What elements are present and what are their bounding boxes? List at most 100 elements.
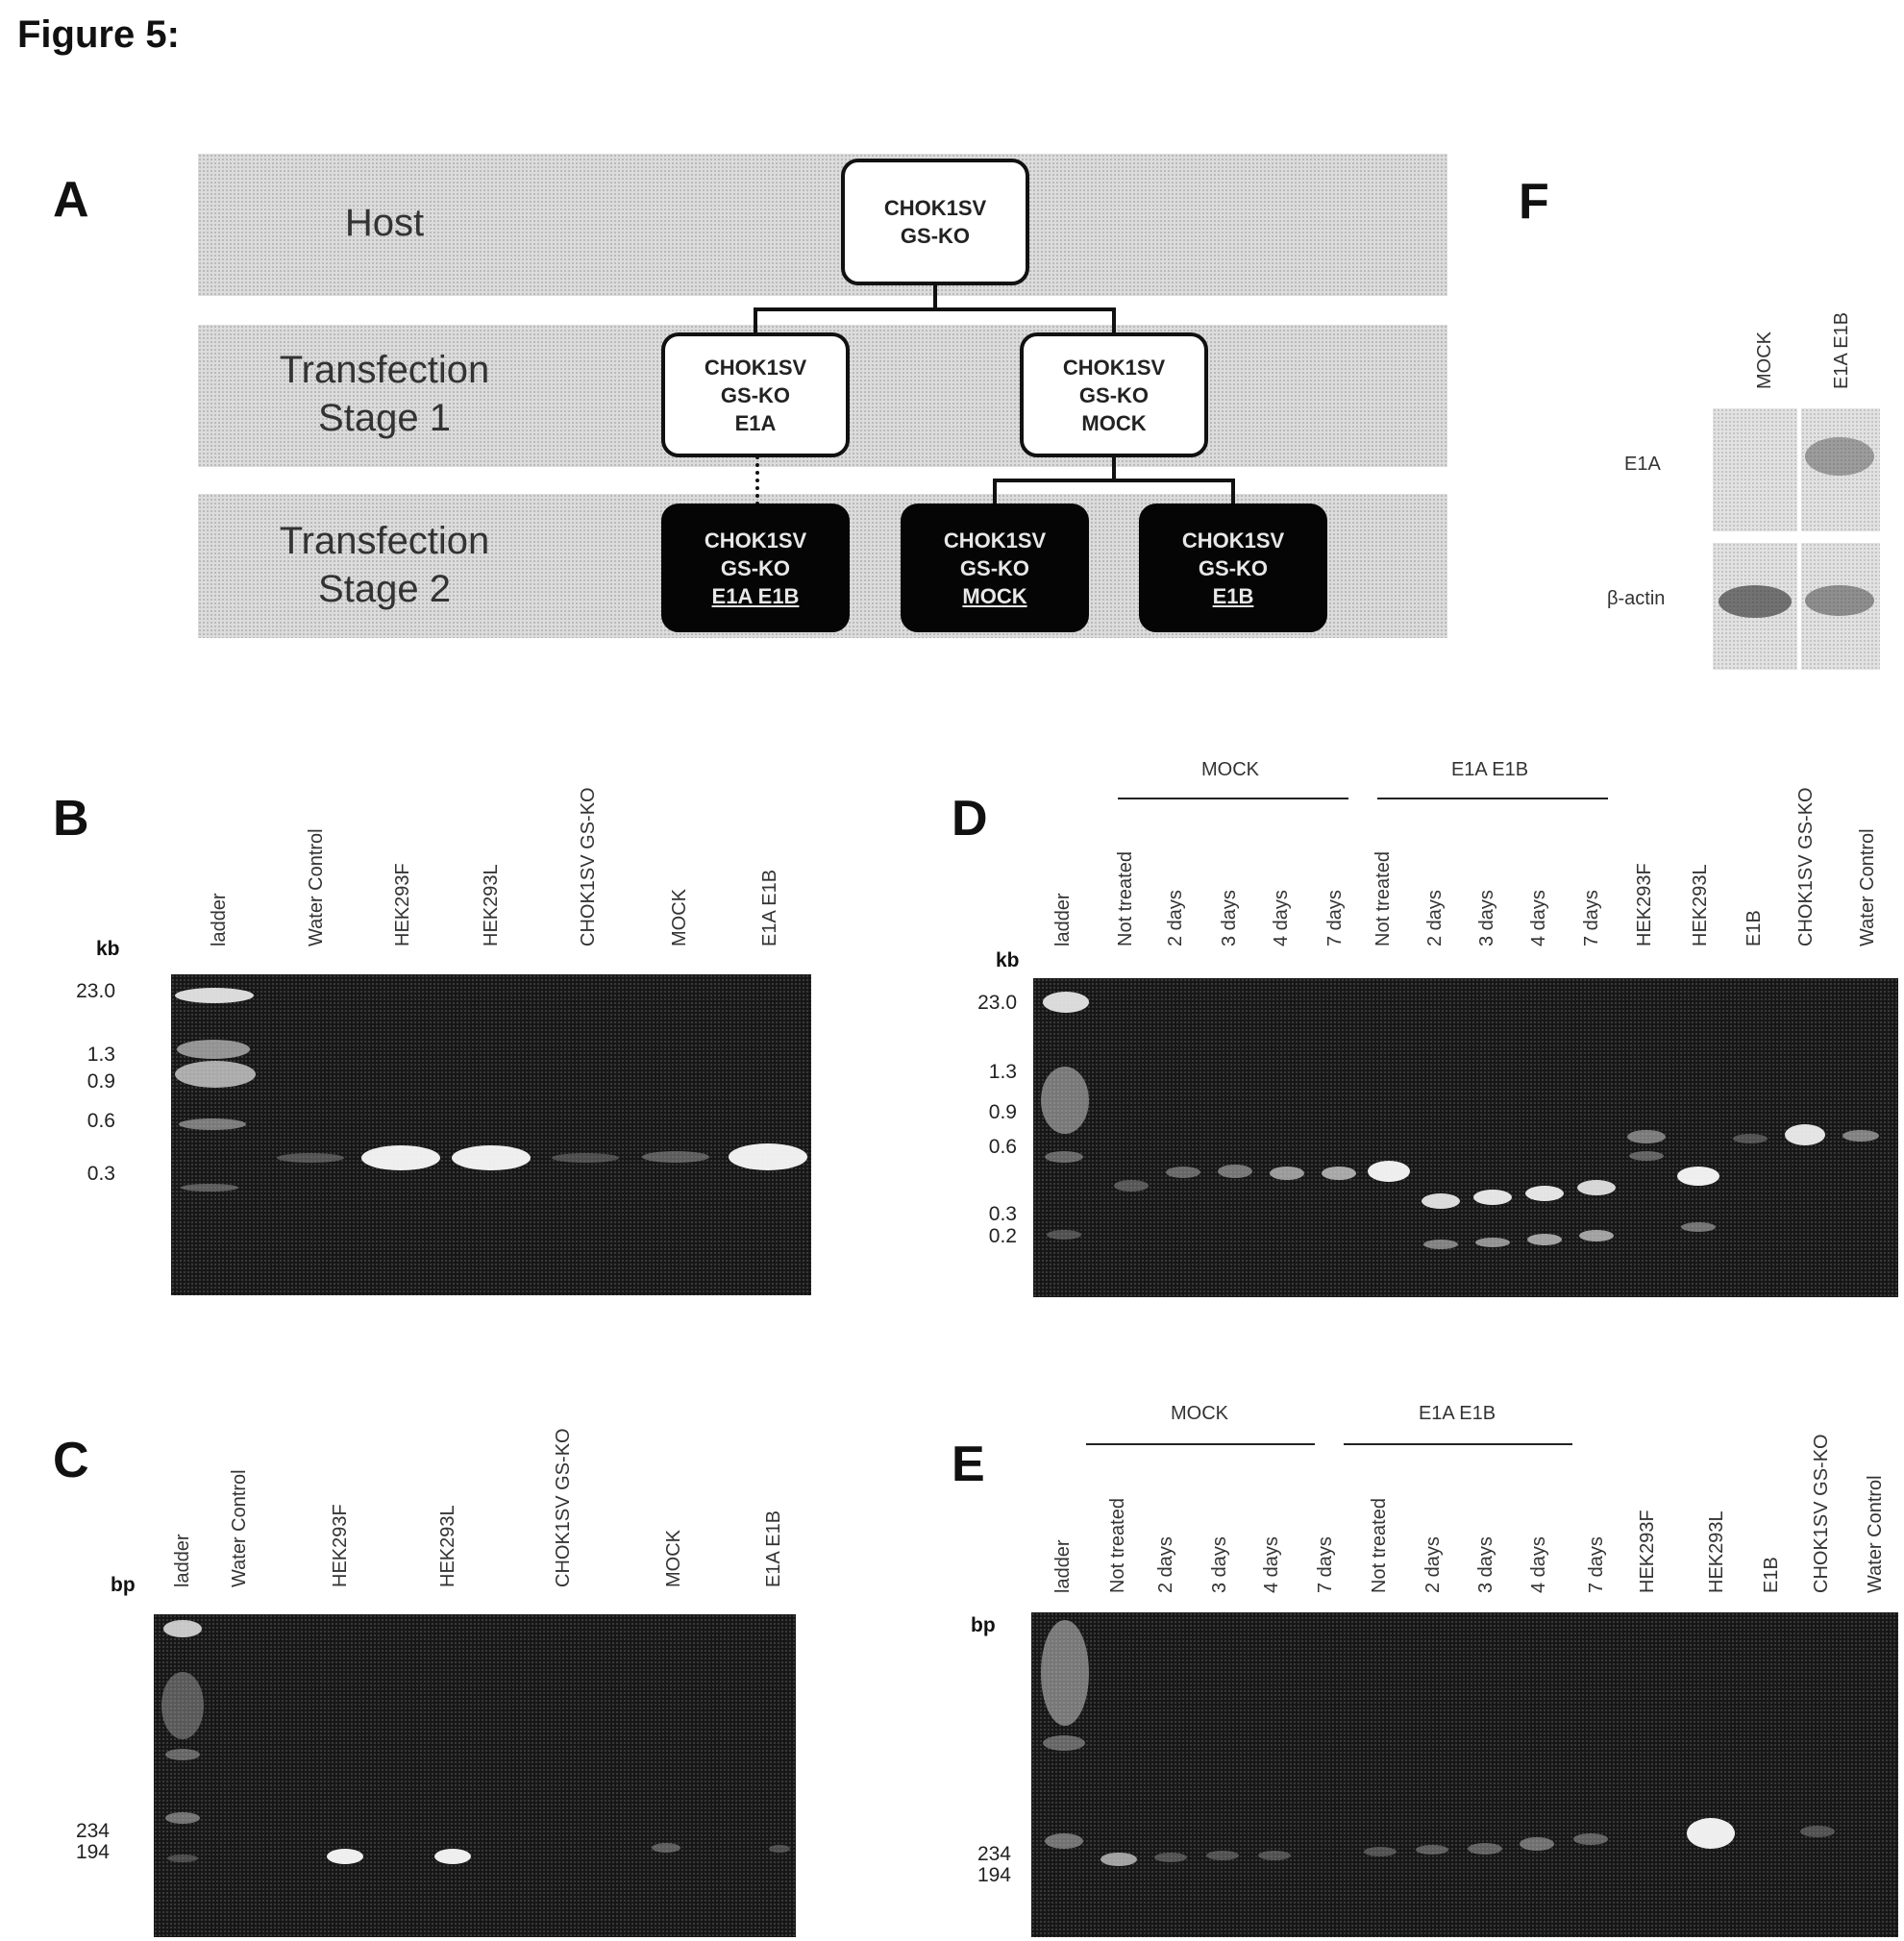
- gel-band: [1368, 1161, 1410, 1182]
- tick-c-194: 194: [75, 1841, 110, 1863]
- lane-label-d-7: 2 days: [1424, 890, 1446, 946]
- panel-f-letter: F: [1519, 174, 1549, 230]
- tick-d-0-2: 0.2: [988, 1225, 1017, 1247]
- panel-e-letter: E: [952, 1437, 985, 1492]
- lane-label-e-13: E1B: [1761, 1557, 1782, 1593]
- connector-mock1-horizontal: [993, 479, 1235, 482]
- gel-band: [1322, 1167, 1356, 1180]
- lane-label-b-ladder: ladder: [209, 893, 230, 946]
- gel-band: [1577, 1180, 1616, 1195]
- gel-band: [1681, 1222, 1716, 1232]
- gel-band: [161, 1672, 204, 1739]
- lane-label-c-chok1sv: CHOK1SV GS-KO: [553, 1428, 574, 1587]
- gel-e: [1031, 1612, 1898, 1937]
- gel-band: [181, 1184, 238, 1192]
- lane-label-d-9: 4 days: [1528, 890, 1549, 946]
- connector-e1a-dotted: [755, 455, 759, 505]
- lane-label-e-14: CHOK1SV GS-KO: [1811, 1434, 1832, 1593]
- gel-band: [1468, 1843, 1502, 1855]
- gel-band: [1473, 1190, 1512, 1205]
- lane-label-c-hek293l: HEK293L: [437, 1505, 458, 1587]
- gel-c: [154, 1614, 796, 1937]
- tick-b-0-6: 0.6: [87, 1110, 115, 1132]
- connector-to-e1b: [1231, 479, 1235, 505]
- gel-band: [327, 1849, 363, 1864]
- gel-band: [642, 1151, 709, 1163]
- gel-band: [177, 1040, 250, 1059]
- blot-actin-e1ae1b: [1801, 543, 1880, 670]
- gel-band: [652, 1843, 680, 1853]
- axis-unit-d: kb: [996, 949, 1020, 971]
- blot-actin-mock: [1713, 543, 1797, 670]
- connector-to-mock1: [1112, 307, 1116, 336]
- lane-label-d-11: HEK293F: [1634, 863, 1655, 946]
- lane-label-e-10: 7 days: [1586, 1536, 1607, 1593]
- gel-band: [1573, 1833, 1608, 1845]
- group-line-e-e1a-e1b: [1344, 1443, 1572, 1445]
- gel-d: [1033, 978, 1898, 1297]
- lane-label-b-hek293l: HEK293L: [481, 864, 502, 946]
- blot-band: [1719, 585, 1792, 618]
- lane-label-d-12: HEK293L: [1690, 864, 1711, 946]
- lane-label-e-6: Not treated: [1369, 1498, 1390, 1593]
- axis-unit-e: bp: [971, 1614, 996, 1636]
- lane-label-d-8: 3 days: [1476, 890, 1497, 946]
- gel-band: [1422, 1193, 1460, 1209]
- connector-to-mock2: [993, 479, 997, 505]
- gel-band: [1045, 1151, 1083, 1163]
- tick-b-0-3: 0.3: [87, 1163, 115, 1185]
- panel-d-letter: D: [952, 791, 988, 847]
- gel-band: [179, 1118, 246, 1130]
- gel-band: [1206, 1851, 1239, 1860]
- gel-band: [175, 1061, 256, 1088]
- panel-c-letter: C: [53, 1433, 89, 1488]
- blot-row-actin-label: β-actin: [1607, 588, 1666, 609]
- group-label-d-mock: MOCK: [1201, 759, 1259, 780]
- gel-band: [1627, 1130, 1666, 1143]
- lane-label-b-water: Water Control: [306, 828, 327, 946]
- gel-band: [1043, 992, 1089, 1013]
- lane-label-d-1: Not treated: [1115, 851, 1136, 946]
- tick-d-0-3: 0.3: [988, 1203, 1017, 1225]
- gel-band: [1043, 1735, 1085, 1751]
- node-e1a: CHOK1SV GS-KO E1A: [661, 332, 850, 457]
- group-line-d-mock: [1118, 798, 1348, 799]
- gel-band: [452, 1145, 531, 1170]
- lane-label-b-mock: MOCK: [669, 889, 690, 946]
- gel-band: [165, 1749, 200, 1760]
- lane-label-e-9: 4 days: [1528, 1536, 1549, 1593]
- lane-label-e-2: 2 days: [1155, 1536, 1176, 1593]
- tick-c-234: 234: [75, 1820, 110, 1842]
- group-line-e-mock: [1086, 1443, 1315, 1445]
- blot-e1a-e1ae1b: [1801, 408, 1880, 531]
- gel-band: [434, 1849, 471, 1864]
- blot-band: [1805, 437, 1874, 476]
- tick-d-1-3: 1.3: [988, 1061, 1017, 1083]
- node-e1b: CHOK1SV GS-KO E1B: [1139, 504, 1327, 632]
- host-band: [198, 154, 1447, 296]
- lane-label-e-8: 3 days: [1475, 1536, 1496, 1593]
- blot-band: [1805, 585, 1874, 616]
- lane-label-e-5: 7 days: [1315, 1536, 1336, 1593]
- lane-label-e-4: 4 days: [1261, 1536, 1282, 1593]
- tick-d-0-6: 0.6: [988, 1136, 1017, 1158]
- stage-label-transfection-1: Transfection Stage 1: [279, 349, 490, 439]
- lane-label-b-hek293f: HEK293F: [392, 863, 413, 946]
- gel-band: [1579, 1230, 1614, 1241]
- tick-d-23: 23.0: [977, 992, 1017, 1014]
- gel-band: [552, 1153, 619, 1163]
- gel-band: [1687, 1818, 1735, 1849]
- tick-d-0-9: 0.9: [988, 1101, 1017, 1123]
- gel-band: [1475, 1238, 1510, 1247]
- tick-e-234: 234: [977, 1843, 1011, 1865]
- gel-band: [1100, 1853, 1137, 1866]
- gel-band: [1785, 1124, 1825, 1145]
- figure-title: Figure 5:: [17, 13, 180, 56]
- lane-label-d-10: 7 days: [1581, 890, 1602, 946]
- gel-band: [163, 1620, 202, 1637]
- gel-band: [1423, 1240, 1458, 1249]
- stage-label-host: Host: [344, 202, 425, 244]
- lane-label-d-13: E1B: [1743, 910, 1765, 946]
- axis-unit-c: bp: [111, 1574, 136, 1596]
- gel-band: [167, 1855, 198, 1862]
